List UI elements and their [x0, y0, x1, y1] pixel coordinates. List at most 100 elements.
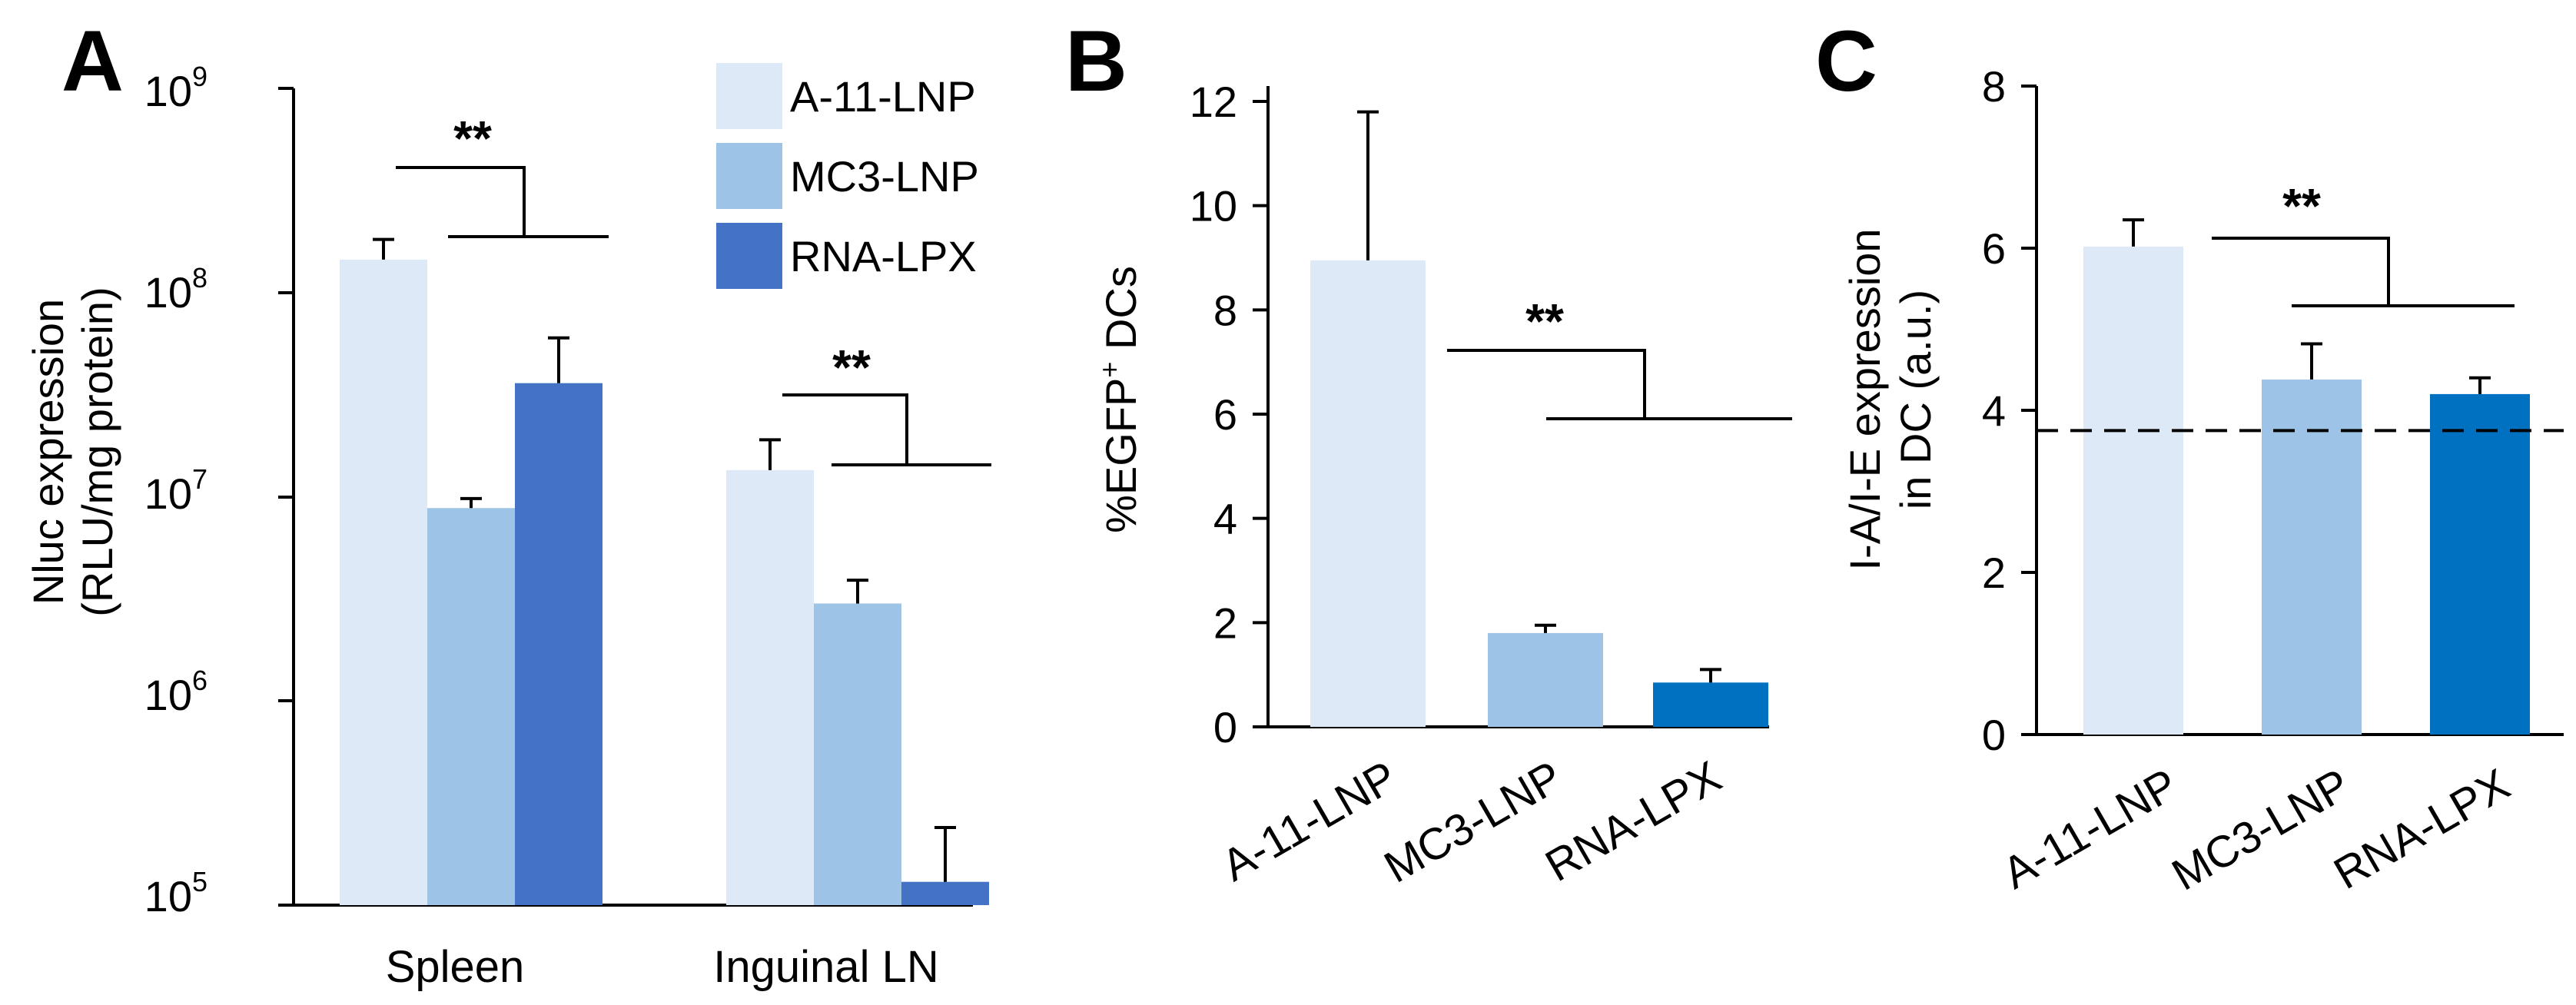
- panel-c-yticks: 0 2 4 6 8: [1982, 62, 2037, 759]
- legend-swatch-lpx: [716, 223, 782, 289]
- panel-a-ytick-1e6: 106: [144, 665, 207, 719]
- error-lpx-inguinal: [934, 825, 956, 882]
- error-a11-spleen: [373, 237, 394, 260]
- error-mc3-inguinal: [847, 579, 868, 604]
- panel-a-letter: A: [61, 13, 124, 109]
- legend-swatch-mc3: [716, 143, 782, 209]
- panel-a-ytick-1e8: 108: [144, 262, 207, 317]
- svg-text:0: 0: [1982, 711, 2006, 759]
- legend-label-mc3: MC3-LNP: [790, 152, 979, 201]
- svg-text:4: 4: [1213, 495, 1237, 543]
- panel-c-ytick-0: 0: [1982, 711, 2037, 759]
- sig-label-inguinal: **: [832, 340, 871, 395]
- panel-c-ytick-8: 8: [1982, 62, 2037, 111]
- panel-b-error-bars: [1357, 110, 1721, 683]
- svg-text:8: 8: [1982, 62, 2006, 111]
- svg-text:4: 4: [1982, 386, 2006, 435]
- panel-c-ytick-2: 2: [1982, 549, 2037, 597]
- svg-text:2: 2: [1213, 599, 1237, 647]
- panel-b-cat-lpx: RNA-LPX: [1537, 751, 1729, 891]
- panel-b: B %EGFP+ DCs 0 2 4 6 8 10 12 **: [1065, 13, 1792, 893]
- panel-c-cat-mc3: MC3-LNP: [2164, 759, 2359, 901]
- svg-text:6: 6: [1213, 390, 1237, 439]
- panel-a-ylabel-line1: Nluc expression: [24, 299, 72, 605]
- bar-c-mc3: [2262, 379, 2362, 735]
- panel-b-sig: **: [1447, 294, 1792, 420]
- bar-a11-inguinal: [726, 469, 814, 905]
- error-b-mc3: [1535, 623, 1556, 633]
- error-c-lpx: [2469, 376, 2491, 394]
- svg-text:2: 2: [1982, 549, 2006, 597]
- panel-a-minor-ticks: [278, 87, 294, 907]
- panel-a-cat-spleen: Spleen: [386, 942, 525, 992]
- bar-mc3-inguinal: [814, 603, 901, 905]
- panel-b-ytick-6: 6: [1213, 390, 1268, 439]
- error-lpx-spleen: [548, 336, 569, 383]
- panel-c-sig: **: [2212, 178, 2515, 307]
- panel-a-ytick-1e9: 109: [144, 61, 207, 115]
- panel-c-cat-labels: A-11-LNP MC3-LNP RNA-LPX: [1994, 759, 2518, 901]
- error-c-mc3: [2301, 342, 2322, 380]
- legend-swatch-a11: [716, 63, 782, 129]
- svg-text:106: 106: [144, 665, 207, 719]
- panel-b-ytick-10: 10: [1190, 182, 1268, 231]
- panel-b-ytick-2: 2: [1213, 599, 1268, 647]
- bar-lpx-spleen: [515, 383, 603, 905]
- panel-b-ytick-4: 4: [1213, 495, 1268, 543]
- svg-text:10: 10: [1190, 182, 1237, 231]
- panel-b-yticks: 0 2 4 6 8 10 12: [1190, 78, 1268, 751]
- svg-text:6: 6: [1982, 224, 2006, 273]
- error-mc3-spleen: [460, 496, 482, 509]
- panel-a-legend: A-11-LNP MC3-LNP RNA-LPX: [716, 63, 979, 289]
- bar-b-lpx: [1653, 682, 1768, 727]
- panel-c-letter: C: [1815, 13, 1877, 109]
- panel-a-ytick-1e7: 107: [144, 463, 207, 518]
- panel-b-cat-labels: A-11-LNP MC3-LNP RNA-LPX: [1213, 751, 1729, 893]
- panel-c-ylabel-line1: I-A/I-E expression: [1841, 228, 1889, 570]
- panel-a-bars: [340, 259, 989, 905]
- bar-mc3-spleen: [427, 508, 515, 905]
- error-b-a11: [1357, 110, 1379, 260]
- legend-label-lpx: RNA-LPX: [790, 232, 977, 280]
- legend-label-a11: A-11-LNP: [790, 72, 976, 121]
- sig-label-c: **: [2282, 178, 2321, 234]
- panel-a-sig-inguinal: **: [782, 340, 991, 466]
- panel-c-ytick-6: 6: [1982, 224, 2037, 273]
- bar-c-a11: [2083, 246, 2183, 735]
- bar-c-lpx: [2430, 393, 2530, 735]
- panel-b-bars: [1310, 260, 1768, 727]
- panel-a-ytick-1e5: 105: [144, 866, 207, 920]
- panel-b-cat-mc3: MC3-LNP: [1376, 751, 1571, 893]
- panel-a-ylabel-line2: (RLU/mg protein): [73, 287, 121, 616]
- error-c-a11: [2123, 218, 2144, 247]
- panel-b-cat-a11: A-11-LNP: [1213, 751, 1405, 891]
- panel-a: A Nluc expression (RLU/mg protein) 109 1…: [24, 13, 991, 992]
- panel-a-sig-spleen: **: [396, 111, 609, 238]
- panel-b-ytick-8: 8: [1213, 286, 1268, 334]
- panel-b-ylabel: %EGFP+ DCs: [1094, 266, 1145, 533]
- svg-text:108: 108: [144, 262, 207, 317]
- panel-c-ylabel-line2: in DC (a.u.): [1891, 290, 1940, 509]
- svg-text:12: 12: [1190, 78, 1237, 126]
- svg-text:107: 107: [144, 463, 207, 518]
- panel-c-bars: [2083, 246, 2530, 735]
- error-a11-inguinal: [759, 438, 781, 470]
- panel-c: C I-A/I-E expression in DC (a.u.) 0 2 4 …: [1815, 13, 2564, 901]
- panel-c-cat-lpx: RNA-LPX: [2325, 759, 2518, 899]
- error-b-lpx: [1700, 668, 1721, 683]
- panel-c-cat-a11: A-11-LNP: [1994, 759, 2186, 898]
- svg-text:109: 109: [144, 61, 207, 115]
- bar-b-mc3: [1488, 632, 1603, 727]
- svg-text:8: 8: [1213, 286, 1237, 334]
- svg-text:0: 0: [1213, 703, 1237, 751]
- panel-a-cat-inguinal: Inguinal LN: [713, 942, 938, 992]
- panel-c-error-bars: [2123, 218, 2491, 394]
- panel-c-ytick-4: 4: [1982, 386, 2037, 435]
- bar-b-a11: [1310, 260, 1426, 727]
- sig-label-b: **: [1525, 294, 1564, 349]
- panel-a-error-bars: [373, 237, 956, 882]
- panel-b-letter: B: [1065, 13, 1127, 109]
- panel-b-ytick-12: 12: [1190, 78, 1268, 126]
- bar-a11-spleen: [340, 259, 427, 905]
